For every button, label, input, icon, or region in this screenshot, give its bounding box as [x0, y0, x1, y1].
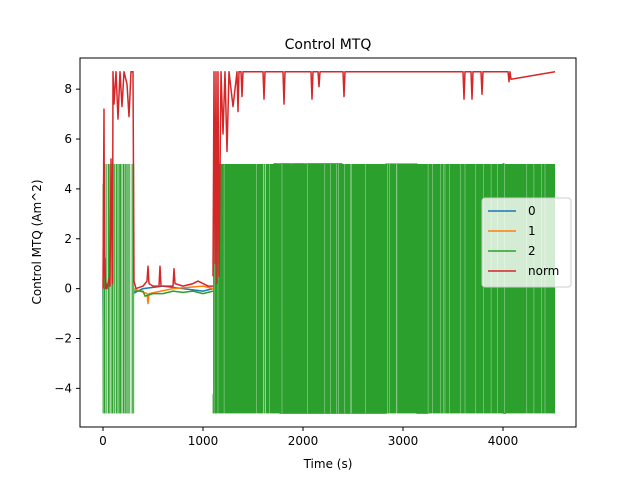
chart-title: Control MTQ	[285, 37, 372, 53]
series-2-oscillation-1	[212, 164, 555, 414]
legend-box	[481, 197, 572, 288]
x-axis: 0 1000 2000 3000 4000	[99, 427, 518, 448]
series-2-line-0	[134, 290, 214, 297]
legend-label-0: 0	[528, 204, 536, 218]
legend-label-norm: norm	[528, 264, 559, 278]
y-tick-label-6: 8	[64, 82, 72, 96]
y-tick-label-4: 4	[64, 182, 72, 196]
legend-label-2: 2	[528, 244, 536, 258]
legend: 0 1 2 norm	[481, 197, 572, 288]
series-norm-line-1	[212, 70, 556, 285]
plot-area	[102, 70, 556, 415]
series-norm	[102, 70, 556, 290]
y-axis-label: Control MTQ (Am^2)	[30, 179, 44, 304]
x-axis-label: Time (s)	[303, 457, 353, 471]
y-tick-label-0: −4	[54, 381, 72, 395]
y-tick-label-1: −2	[54, 331, 72, 345]
series-2-gap-1	[213, 164, 546, 414]
series-2	[102, 163, 555, 414]
y-tick-label-5: 6	[64, 132, 72, 146]
x-tick-label-4: 4000	[488, 434, 519, 448]
axes-frame	[79, 57, 577, 428]
y-axis: −4 −2 0 2 4 6 8	[54, 82, 80, 395]
legend-label-1: 1	[528, 224, 536, 238]
x-tick-label-0: 0	[99, 434, 107, 448]
y-tick-label-2: 0	[64, 282, 72, 296]
series-norm-line-0	[102, 70, 213, 290]
x-tick-label-2: 2000	[288, 434, 319, 448]
x-tick-label-1: 1000	[188, 434, 219, 448]
y-tick-label-3: 2	[64, 232, 72, 246]
x-tick-label-3: 3000	[388, 434, 419, 448]
